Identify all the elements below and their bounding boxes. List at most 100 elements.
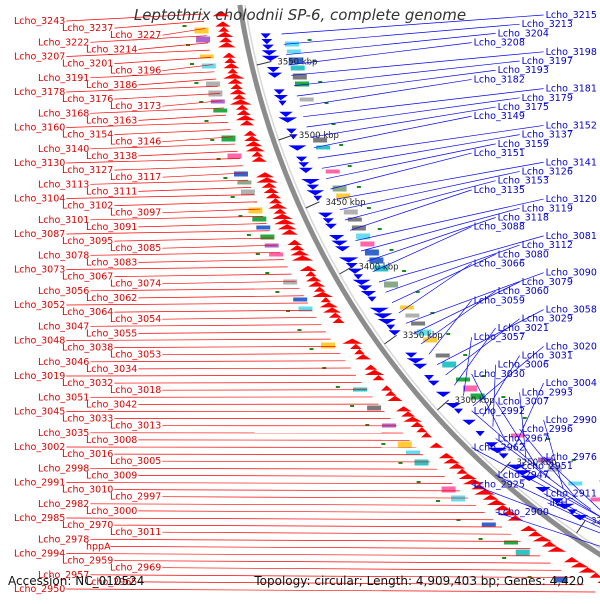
left-gene-label: Lcho_3201	[62, 59, 113, 70]
feature-block	[269, 253, 283, 257]
left-leader-line	[138, 475, 444, 476]
left-gene-label: Lcho_3127	[62, 165, 113, 176]
reverse-gene	[329, 235, 344, 240]
left-leader-line	[66, 483, 452, 484]
kbp-tick	[306, 202, 320, 208]
tick-dot	[310, 348, 314, 350]
left-gene-label: Lcho_3046	[38, 357, 89, 368]
left-gene-label: Lcho_3035	[38, 428, 89, 439]
right-gene-label: ilvH	[550, 498, 568, 509]
tick-dot	[399, 462, 403, 464]
tick-dot	[265, 272, 269, 274]
forward-gene	[223, 53, 236, 58]
forward-gene	[564, 557, 580, 562]
forward-gene	[236, 105, 249, 110]
reverse-gene	[278, 117, 297, 122]
tick-dot	[479, 538, 483, 540]
feature-block	[456, 378, 470, 382]
left-gene-label: Lcho_3091	[86, 222, 137, 233]
right-gene-label: Lcho_3182	[474, 74, 525, 85]
forward-gene	[251, 151, 263, 156]
left-gene-label: Lcho_3073	[14, 265, 65, 276]
reverse-gene	[267, 67, 280, 72]
reverse-gene	[413, 364, 427, 369]
forward-gene	[579, 567, 597, 572]
left-gene-label: Lcho_3005	[110, 456, 161, 467]
left-gene-label: Lcho_2978	[38, 534, 89, 545]
forward-gene	[403, 417, 422, 422]
kbp-tick	[437, 400, 448, 410]
right-gene-label: Lcho_3088	[474, 222, 525, 233]
forward-gene	[261, 183, 276, 188]
forward-gene	[233, 94, 246, 99]
forward-gene	[290, 245, 305, 250]
left-gene-label: Lcho_3178	[14, 87, 65, 98]
tick-dot	[523, 417, 527, 419]
left-gene-label: Lcho_3097	[110, 208, 161, 219]
right-gene-label: Lcho_3135	[474, 185, 525, 196]
left-gene-label: Lcho_3052	[14, 300, 65, 311]
forward-gene	[269, 198, 282, 203]
reverse-gene	[298, 162, 309, 167]
tick-dot	[194, 82, 198, 84]
forward-gene	[308, 281, 325, 286]
kbp-label: 3400 kbp	[359, 263, 399, 273]
left-leader-line	[110, 546, 530, 548]
left-gene-label: Lcho_3191	[38, 73, 89, 84]
reverse-gene	[476, 431, 485, 436]
forward-gene	[364, 365, 377, 370]
forward-gene	[396, 406, 411, 411]
forward-gene	[240, 120, 254, 125]
left-gene-label: Lcho_3051	[38, 392, 89, 403]
feature-block	[326, 170, 340, 174]
forward-gene	[230, 99, 252, 104]
feature-block	[252, 217, 266, 222]
tick-dot	[231, 196, 235, 198]
reverse-gene	[373, 313, 392, 318]
left-gene-label: Lcho_3146	[110, 137, 161, 148]
kbp-tick	[279, 135, 293, 140]
feature-block	[260, 235, 274, 240]
left-gene-label: Lcho_3016	[62, 449, 113, 460]
left-gene-label: Lcho_2970	[62, 520, 113, 531]
left-gene-label: Lcho_3033	[62, 414, 113, 425]
right-leader-line	[548, 503, 600, 582]
forward-gene	[256, 177, 277, 182]
reverse-gene	[386, 325, 395, 330]
feature-block	[206, 82, 220, 87]
forward-gene	[290, 250, 309, 255]
feature-block	[195, 28, 209, 34]
left-gene-label: Lcho_3163	[86, 115, 137, 126]
left-gene-label: Lcho_3113	[38, 179, 89, 190]
left-leader-line	[90, 539, 520, 541]
forward-gene	[305, 271, 316, 276]
reverse-gene	[353, 280, 371, 285]
left-gene-label: Lcho_3055	[86, 328, 137, 339]
left-gene-label: Lcho_3062	[86, 293, 137, 304]
feature-block	[228, 154, 242, 159]
forward-gene	[230, 89, 247, 94]
left-leader-line	[162, 532, 511, 534]
forward-gene	[230, 84, 242, 89]
feature-block	[442, 487, 456, 493]
feature-block	[248, 208, 262, 214]
left-leader-line	[114, 382, 361, 383]
left-gene-label: Lcho_3064	[62, 307, 113, 318]
reverse-gene	[313, 196, 322, 201]
reverse-gene	[335, 246, 350, 251]
left-gene-label: Lcho_3104	[14, 194, 65, 205]
tick-dot	[183, 25, 187, 27]
reverse-gene	[286, 129, 297, 134]
left-leader-line	[162, 245, 276, 248]
reverse-gene	[462, 420, 476, 425]
left-gene-label: Lcho_3078	[38, 250, 89, 261]
feature-block	[299, 307, 313, 312]
forward-gene	[244, 136, 260, 141]
tick-dot	[502, 557, 506, 559]
forward-gene	[274, 219, 295, 224]
reverse-gene	[262, 50, 277, 55]
forward-gene	[268, 203, 287, 208]
right-leader-line	[297, 70, 496, 96]
forward-gene	[228, 79, 243, 84]
left-leader-line	[138, 187, 251, 191]
